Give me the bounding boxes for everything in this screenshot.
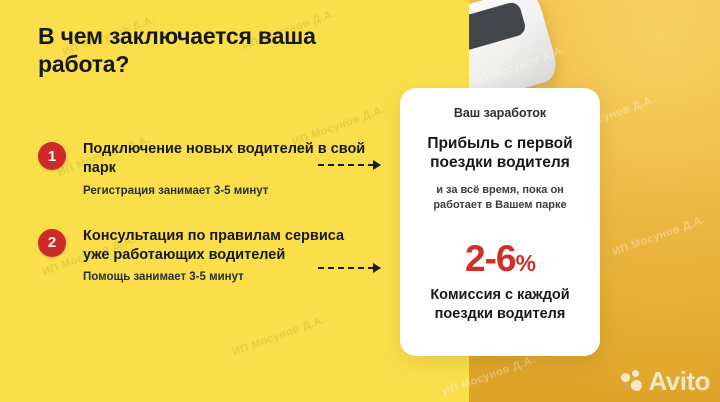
card-spacer	[414, 212, 586, 240]
card-label: Ваш заработок	[453, 106, 547, 120]
percent-sign: %	[515, 250, 536, 277]
list-item: 1 Подключение новых водителей в свой пар…	[38, 140, 368, 197]
commission-caption: Комиссия с каждой поездки водителя	[430, 287, 570, 322]
left-panel	[0, 0, 469, 402]
earnings-card: Ваш заработок Прибыль с первой поездки в…	[400, 88, 600, 356]
dashed-arrow-icon	[318, 160, 381, 170]
commission-number: 2-6	[465, 238, 516, 280]
dashed-arrow-icon	[318, 263, 381, 273]
commission-value: 2-6%	[414, 240, 586, 277]
step-subtitle: Помощь занимает 3-5 минут	[83, 271, 244, 284]
step-title: Консультация по правилам сервиса уже раб…	[83, 227, 345, 263]
step-number-badge: 1	[38, 142, 66, 170]
steps-list: 1 Подключение новых водителей в свой пар…	[38, 140, 368, 307]
step-subtitle: Регистрация занимает 3-5 минут	[83, 184, 269, 197]
step-number-badge: 2	[38, 228, 66, 257]
card-headline: Прибыль с первой поездки водителя	[427, 135, 573, 172]
card-note: и за всё время, пока он работает в Вашем…	[433, 183, 567, 211]
step-title: Подключение новых водителей в свой парк	[83, 141, 366, 176]
page-title: В чем заключается ваша работа?	[38, 23, 316, 78]
list-item: 2 Консультация по правилам сервиса уже р…	[38, 227, 368, 284]
